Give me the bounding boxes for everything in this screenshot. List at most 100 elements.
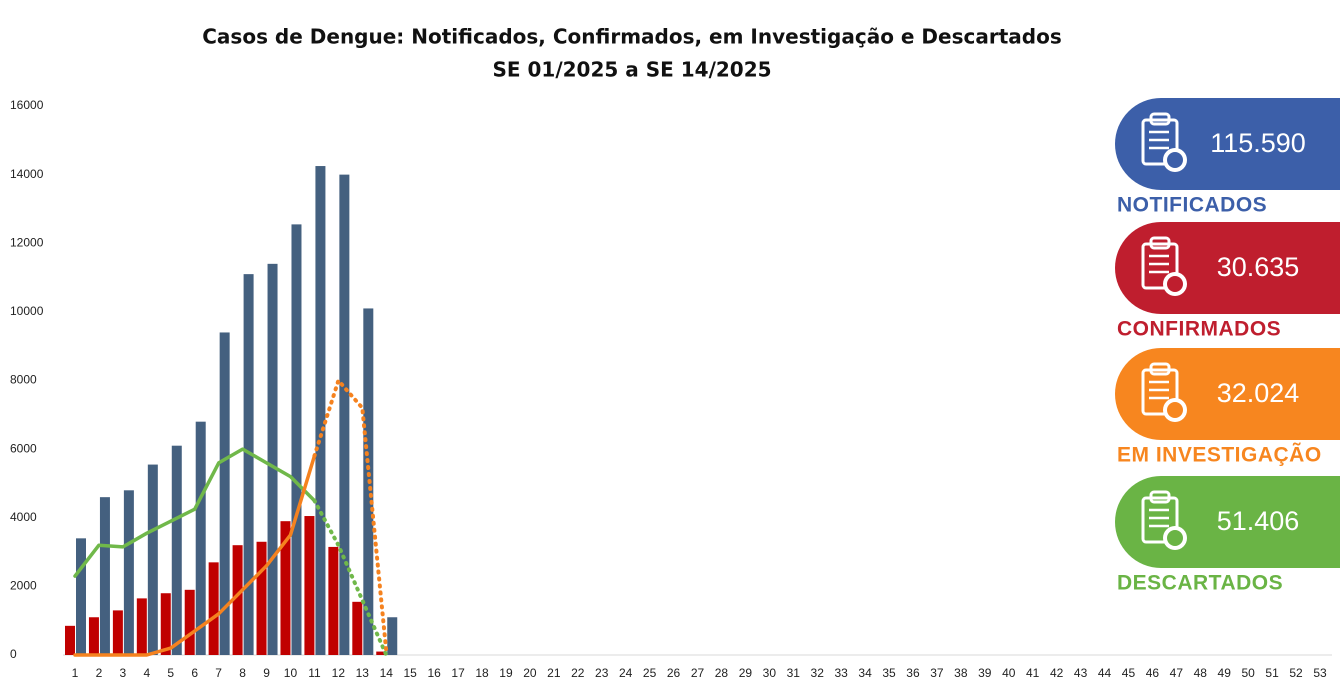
- card-value: 51.406: [1217, 506, 1300, 536]
- x-tick-label: 16: [427, 666, 441, 680]
- x-tick-label: 26: [667, 666, 681, 680]
- bar: [136, 598, 147, 655]
- card-label: DESCARTADOS: [1117, 572, 1283, 595]
- x-tick-label: 2: [96, 666, 103, 680]
- bar: [256, 541, 267, 655]
- x-tick-label: 48: [1194, 666, 1208, 680]
- y-tick-label: 10000: [10, 304, 44, 318]
- card-icon: [1141, 236, 1187, 296]
- x-tick-label: 21: [547, 666, 561, 680]
- chart-subtitle: SE 01/2025 a SE 14/2025: [492, 58, 771, 82]
- bar: [184, 589, 195, 655]
- x-tick-label: 5: [167, 666, 174, 680]
- x-tick-label: 31: [787, 666, 801, 680]
- x-tick-label: 14: [380, 666, 394, 680]
- x-tick-label: 7: [215, 666, 222, 680]
- x-tick-label: 13: [356, 666, 370, 680]
- line-projection: [312, 378, 389, 654]
- x-tick-label: 24: [619, 666, 633, 680]
- bar: [112, 610, 123, 655]
- x-tick-label: 19: [499, 666, 513, 680]
- icon-badge-inner: [1167, 530, 1183, 546]
- x-tick-label: 32: [811, 666, 825, 680]
- bar: [88, 617, 99, 655]
- y-tick-label: 14000: [10, 167, 44, 181]
- bar: [147, 464, 158, 655]
- icon-board: [1141, 368, 1179, 416]
- icon-board: [1141, 118, 1179, 166]
- bar: [160, 593, 171, 655]
- x-tick-label: 28: [715, 666, 729, 680]
- x-tick-label: 46: [1146, 666, 1160, 680]
- x-tick-label: 50: [1241, 666, 1255, 680]
- card-value: 115.590: [1210, 128, 1306, 158]
- bar: [243, 274, 254, 655]
- x-tick-label: 38: [954, 666, 968, 680]
- y-tick-label: 6000: [10, 441, 37, 455]
- x-tick-label: 30: [763, 666, 777, 680]
- card-icon: [1141, 490, 1187, 550]
- x-tick-label: 44: [1098, 666, 1112, 680]
- x-tick-label: 15: [404, 666, 418, 680]
- icon-badge-inner: [1167, 276, 1183, 292]
- bar: [219, 332, 230, 655]
- bar: [339, 174, 350, 655]
- y-tick-label: 2000: [10, 579, 37, 593]
- bar: [76, 538, 86, 655]
- x-tick-label: 36: [906, 666, 920, 680]
- y-tick-label: 12000: [10, 235, 44, 249]
- bar: [315, 166, 326, 655]
- card-label: NOTIFICADOS: [1117, 194, 1267, 217]
- x-tick-label: 1: [72, 666, 79, 680]
- bar: [387, 617, 398, 655]
- bar: [232, 545, 243, 655]
- icon-badge-inner: [1167, 402, 1183, 418]
- card-icon: [1141, 362, 1187, 422]
- line-projection: [312, 498, 389, 657]
- chart-title: Casos de Dengue: Notificados, Confirmado…: [202, 25, 1061, 49]
- x-tick-label: 17: [451, 666, 465, 680]
- x-tick-label: 27: [691, 666, 705, 680]
- bar: [123, 490, 134, 655]
- x-tick-label: 8: [239, 666, 246, 680]
- y-tick-label: 8000: [10, 373, 37, 387]
- x-tick-label: 34: [858, 666, 872, 680]
- line: [73, 447, 317, 578]
- x-tick-label: 6: [191, 666, 198, 680]
- x-tick-label: 37: [930, 666, 944, 680]
- y-tick-label: 4000: [10, 510, 37, 524]
- x-tick-label: 41: [1026, 666, 1040, 680]
- x-tick-label: 20: [523, 666, 537, 680]
- line: [73, 454, 317, 657]
- bar: [99, 497, 110, 655]
- card-label: EM INVESTIGAÇÃO: [1117, 444, 1322, 467]
- bar: [280, 521, 291, 655]
- bar: [352, 601, 363, 655]
- bar: [304, 516, 315, 655]
- x-tick-label: 10: [284, 666, 298, 680]
- x-tick-label: 53: [1313, 666, 1327, 680]
- y-tick-label: 0: [10, 647, 17, 661]
- x-tick-label: 49: [1218, 666, 1232, 680]
- x-tick-label: 51: [1265, 666, 1279, 680]
- bar: [291, 224, 302, 656]
- x-tick-label: 25: [643, 666, 657, 680]
- x-tick-label: 47: [1170, 666, 1184, 680]
- x-tick-label: 43: [1074, 666, 1088, 680]
- x-tick-label: 40: [1002, 666, 1016, 680]
- bar: [267, 263, 278, 655]
- bar: [328, 546, 339, 655]
- card-value: 30.635: [1217, 252, 1300, 282]
- bar: [208, 562, 219, 655]
- x-tick-label: 33: [834, 666, 848, 680]
- x-tick-label: 52: [1289, 666, 1303, 680]
- bar: [65, 625, 75, 655]
- icon-badge-inner: [1167, 152, 1183, 168]
- card-label: CONFIRMADOS: [1117, 318, 1281, 341]
- x-tick-label: 29: [739, 666, 753, 680]
- x-tick-label: 4: [143, 666, 150, 680]
- x-tick-label: 3: [120, 666, 127, 680]
- card-value: 32.024: [1217, 378, 1300, 408]
- bar: [376, 651, 387, 655]
